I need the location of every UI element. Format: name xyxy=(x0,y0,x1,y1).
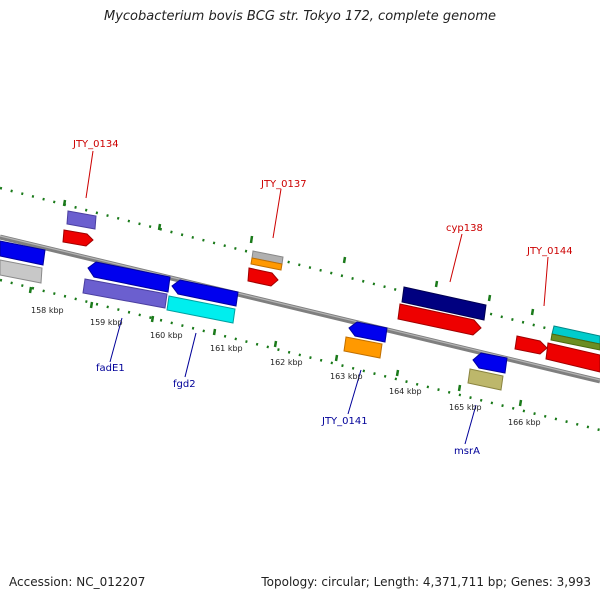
outer-dotted-guide xyxy=(0,186,600,344)
tick-label: 161 kbp xyxy=(210,344,243,353)
gene-feature[interactable] xyxy=(0,240,46,266)
gene-feature[interactable] xyxy=(0,259,43,284)
gene-feature[interactable] xyxy=(545,325,600,373)
genome-summary-text: Topology: circular; Length: 4,371,711 bp… xyxy=(261,575,591,589)
gene-feature[interactable] xyxy=(166,295,236,324)
gene-feature[interactable] xyxy=(514,335,548,355)
tick-label: 159 kbp xyxy=(90,318,123,327)
gene-label-jty-0134[interactable]: JTY_0134 xyxy=(72,139,119,150)
gene-label-jty-0137[interactable]: JTY_0137 xyxy=(260,179,307,190)
gene-feature[interactable] xyxy=(467,368,504,391)
map-title: Mycobacterium bovis BCG str. Tokyo 172, … xyxy=(104,9,496,24)
gene-label-fade1[interactable]: fadE1 xyxy=(96,363,125,374)
gene-feature[interactable] xyxy=(397,303,482,336)
accession-text: Accession: NC_012207 xyxy=(9,575,146,589)
tick-label: 158 kbp xyxy=(31,306,64,315)
tick-label: 164 kbp xyxy=(389,387,422,396)
tick-label: 165 kbp xyxy=(449,403,482,412)
gene-feature[interactable] xyxy=(250,250,284,271)
gene-feature[interactable] xyxy=(66,210,97,230)
gene-feature[interactable] xyxy=(171,279,239,307)
gene-feature[interactable] xyxy=(472,352,508,374)
gene-feature[interactable] xyxy=(87,261,171,293)
gene-feature[interactable] xyxy=(348,321,388,343)
gene-label-fgd2[interactable]: fgd2 xyxy=(173,379,196,390)
gene-feature[interactable] xyxy=(247,267,279,287)
gene-label-jty-0144[interactable]: JTY_0144 xyxy=(526,246,573,257)
tick-labels: 158 kbp 159 kbp 160 kbp 161 kbp 162 kbp … xyxy=(31,306,541,427)
gene-feature[interactable] xyxy=(62,229,94,247)
gene-label-jty-0141[interactable]: JTY_0141 xyxy=(321,416,368,427)
tick-label: 160 kbp xyxy=(150,331,183,340)
label-leaders xyxy=(85,150,549,445)
inner-major-ticks xyxy=(28,286,523,407)
outer-major-ticks xyxy=(62,199,535,316)
inner-dotted-guide xyxy=(0,278,600,432)
tick-label: 166 kbp xyxy=(508,418,541,427)
gene-feature[interactable] xyxy=(82,278,168,309)
gene-label-cyp138[interactable]: cyp138 xyxy=(446,223,483,234)
tick-label: 163 kbp xyxy=(330,372,363,381)
gene-feature[interactable] xyxy=(401,286,487,321)
gene-feature[interactable] xyxy=(343,336,383,359)
tick-label: 162 kbp xyxy=(270,358,303,367)
gene-label-msra[interactable]: msrA xyxy=(454,446,480,457)
